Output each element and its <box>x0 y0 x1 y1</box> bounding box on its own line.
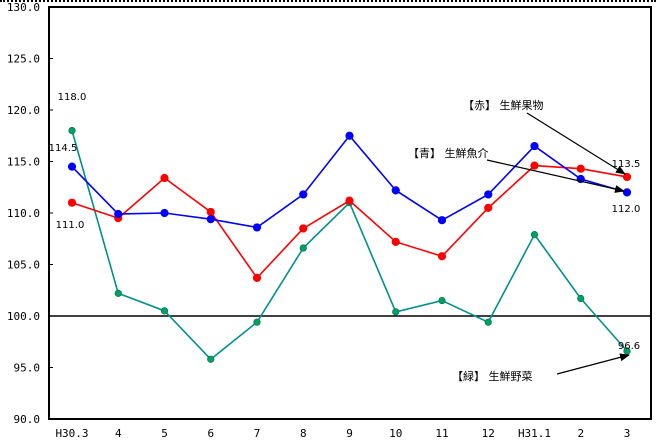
x-axis: H30.3 4 5 6 7 8 9 10 11 12 H31.1 2 3 <box>55 427 630 440</box>
data-point <box>114 289 122 297</box>
y-tick-label: 100.0 <box>7 310 40 323</box>
data-point <box>67 198 77 207</box>
data-point <box>299 224 308 233</box>
x-tick-label: 9 <box>346 427 353 440</box>
data-point <box>577 294 585 303</box>
data-point <box>391 186 400 195</box>
series-line <box>71 130 628 361</box>
y-axis: 130.0 125.0 120.0 115.0 110.0 105.0 100.0 95.0 9… <box>7 1 53 426</box>
annotation-vegetable-label: 【緑】 生鮮野菜 <box>452 369 533 383</box>
data-point <box>437 252 447 261</box>
data-point <box>160 208 169 218</box>
y-tick-label: 115.0 <box>7 156 40 169</box>
data-point <box>530 231 539 239</box>
data-point <box>252 223 262 232</box>
data-point <box>299 244 307 252</box>
data-label: 112.0 <box>612 204 641 215</box>
data-labels: 118.0 114.5 111.0 113.5 112.0 96.6 <box>49 92 641 352</box>
annotation-fruit-arrow <box>526 112 626 175</box>
y-tick-label: 125.0 <box>7 53 40 66</box>
annotations: 【赤】 生鮮果物 【青】 生鮮魚介 【緑】 生鮮野菜 <box>408 98 630 383</box>
annotation-fruit-label: 【赤】 生鮮果物 <box>463 98 544 112</box>
data-point <box>207 355 215 363</box>
x-tick-label: 3 <box>624 427 631 440</box>
series-生鮮野菜 <box>68 127 631 363</box>
data-point <box>252 273 262 282</box>
data-point <box>345 196 354 205</box>
data-point <box>484 203 493 212</box>
series-group <box>67 127 632 363</box>
series-line <box>71 164 628 280</box>
annotation-vegetable-arrow <box>556 353 630 375</box>
data-label: 114.5 <box>49 143 78 154</box>
y-tick-label: 90.0 <box>14 413 41 426</box>
data-label: 96.6 <box>618 341 640 352</box>
data-point <box>576 164 585 173</box>
data-point <box>530 141 539 151</box>
y-tick-label: 120.0 <box>7 104 40 117</box>
x-tick-label: 12 <box>482 427 495 440</box>
data-point <box>67 162 77 171</box>
x-tick-label: 5 <box>161 427 168 440</box>
y-tick-label: 105.0 <box>7 259 40 272</box>
series-生鮮魚介 <box>67 131 632 232</box>
data-point <box>438 296 446 305</box>
x-tick-label: 6 <box>207 427 214 440</box>
annotation-fish-label: 【青】 生鮮魚介 <box>408 146 489 160</box>
x-tick-label: 11 <box>435 427 448 440</box>
y-tick-label: 110.0 <box>7 207 40 220</box>
annotation-fish-arrow <box>486 159 625 193</box>
x-tick-label: 10 <box>389 427 402 440</box>
x-tick-label: 8 <box>300 427 307 440</box>
series-line <box>71 134 628 229</box>
x-tick-label: 4 <box>115 427 122 440</box>
data-point <box>345 131 354 140</box>
data-point <box>484 190 493 199</box>
data-point <box>530 161 539 170</box>
data-point <box>206 215 215 224</box>
top-dotted-border <box>0 0 656 2</box>
data-point <box>206 207 215 217</box>
data-label: 118.0 <box>58 92 87 103</box>
data-point <box>160 307 169 315</box>
y-tick-label: 95.0 <box>14 362 41 375</box>
data-point <box>392 308 400 316</box>
data-point <box>484 318 492 326</box>
data-point <box>622 188 632 197</box>
y-tick-label: 130.0 <box>7 1 40 14</box>
data-point <box>160 173 169 183</box>
x-tick-label: 7 <box>254 427 261 440</box>
data-point <box>253 318 261 326</box>
series-生鮮果物 <box>67 161 632 282</box>
data-point <box>622 172 632 182</box>
x-tick-label: H30.3 <box>55 427 88 440</box>
x-tick-label: 2 <box>577 427 584 440</box>
data-point <box>391 237 400 246</box>
data-point <box>437 216 447 225</box>
data-point <box>299 190 308 199</box>
data-label: 111.0 <box>56 220 85 231</box>
data-point <box>68 127 76 135</box>
data-point <box>114 209 123 219</box>
plot-frame <box>48 6 652 420</box>
data-label: 113.5 <box>612 159 641 170</box>
x-tick-label: H31.1 <box>518 427 551 440</box>
